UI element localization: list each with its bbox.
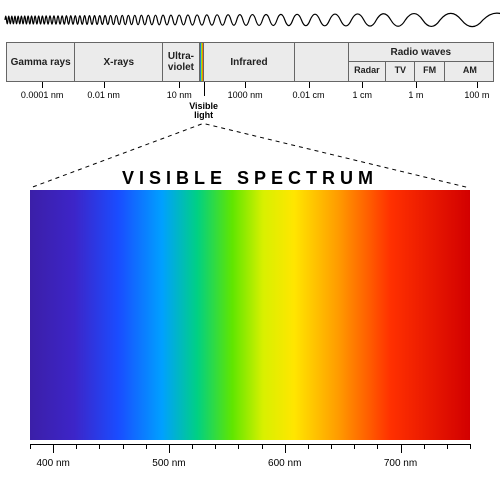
spectrum-major-tick bbox=[401, 444, 402, 453]
spectrum-minor-tick bbox=[123, 444, 124, 449]
spectrum-minor-tick bbox=[192, 444, 193, 449]
em-scale-tick bbox=[104, 82, 105, 88]
em-scale-tick bbox=[179, 82, 180, 88]
em-subband-label: TV bbox=[393, 66, 409, 76]
em-band: Infrared bbox=[203, 42, 294, 82]
em-band: Radio waves Radar TV FM AM bbox=[348, 42, 494, 82]
em-band: X-rays bbox=[74, 42, 162, 82]
spectrum-minor-tick bbox=[308, 444, 309, 449]
visible-pointer bbox=[204, 82, 205, 96]
em-scale-tick bbox=[362, 82, 363, 88]
em-subband-label: Radar bbox=[352, 66, 382, 76]
em-scale-label: 1 cm bbox=[352, 90, 372, 100]
em-band-label: X-rays bbox=[101, 57, 136, 68]
em-subband-label: AM bbox=[461, 66, 479, 76]
spectrum-minor-tick bbox=[424, 444, 425, 449]
em-scale-label: 1000 nm bbox=[228, 90, 263, 100]
em-scale-tick bbox=[477, 82, 478, 88]
spectrum-minor-tick bbox=[354, 444, 355, 449]
spectrum-axis bbox=[30, 444, 470, 445]
visible-light-label: Visible light bbox=[189, 102, 218, 121]
spectrum-minor-tick bbox=[99, 444, 100, 449]
em-scale-label: 10 nm bbox=[167, 90, 192, 100]
spectrum-scale-label: 700 nm bbox=[384, 458, 417, 469]
em-scale-label: 100 m bbox=[464, 90, 489, 100]
spectrum-major-tick bbox=[169, 444, 170, 453]
spectrum-minor-tick bbox=[238, 444, 239, 449]
spectrum-minor-tick bbox=[262, 444, 263, 449]
spectrum-major-tick bbox=[285, 444, 286, 453]
visible-spectrum-title: VISIBLE SPECTRUM bbox=[0, 168, 500, 189]
spectrum-minor-tick bbox=[447, 444, 448, 449]
em-scale-tick bbox=[42, 82, 43, 88]
spectrum-major-tick bbox=[53, 444, 54, 453]
spectrum-minor-tick bbox=[76, 444, 77, 449]
em-scale-tick bbox=[245, 82, 246, 88]
em-band-bar: Gamma rays X-rays Ultra-violet Infrared Radi… bbox=[6, 42, 494, 82]
spectrum-minor-tick bbox=[30, 444, 31, 449]
em-band bbox=[294, 42, 348, 82]
spectrum-minor-tick bbox=[146, 444, 147, 449]
em-scale-label: 0.01 cm bbox=[293, 90, 325, 100]
spectrum-scale-label: 400 nm bbox=[36, 458, 69, 469]
em-band-label: Gamma rays bbox=[9, 57, 73, 68]
em-band-label: Infrared bbox=[228, 57, 269, 68]
em-scale-tick bbox=[309, 82, 310, 88]
em-band-label: Ultra-violet bbox=[166, 51, 196, 73]
spectrum-minor-tick bbox=[377, 444, 378, 449]
spectrum-minor-tick bbox=[470, 444, 471, 449]
spectrum-minor-tick bbox=[215, 444, 216, 449]
em-subband-label: FM bbox=[421, 66, 438, 76]
spectrum-minor-tick bbox=[331, 444, 332, 449]
visible-spectrum-gradient bbox=[30, 190, 470, 440]
em-band-label: Radio waves bbox=[388, 47, 453, 58]
spectrum-scale-label: 500 nm bbox=[152, 458, 185, 469]
spectrum-scale-label: 600 nm bbox=[268, 458, 301, 469]
em-band: Gamma rays bbox=[6, 42, 74, 82]
em-spectrum-diagram: Gamma rays X-rays Ultra-violet Infrared Radi… bbox=[0, 0, 500, 500]
em-scale-label: 0.01 nm bbox=[87, 90, 120, 100]
em-scale-tick bbox=[416, 82, 417, 88]
em-scale-label: 1 m bbox=[408, 90, 423, 100]
em-band: Ultra-violet bbox=[162, 42, 199, 82]
em-scale-label: 0.0001 nm bbox=[21, 90, 64, 100]
